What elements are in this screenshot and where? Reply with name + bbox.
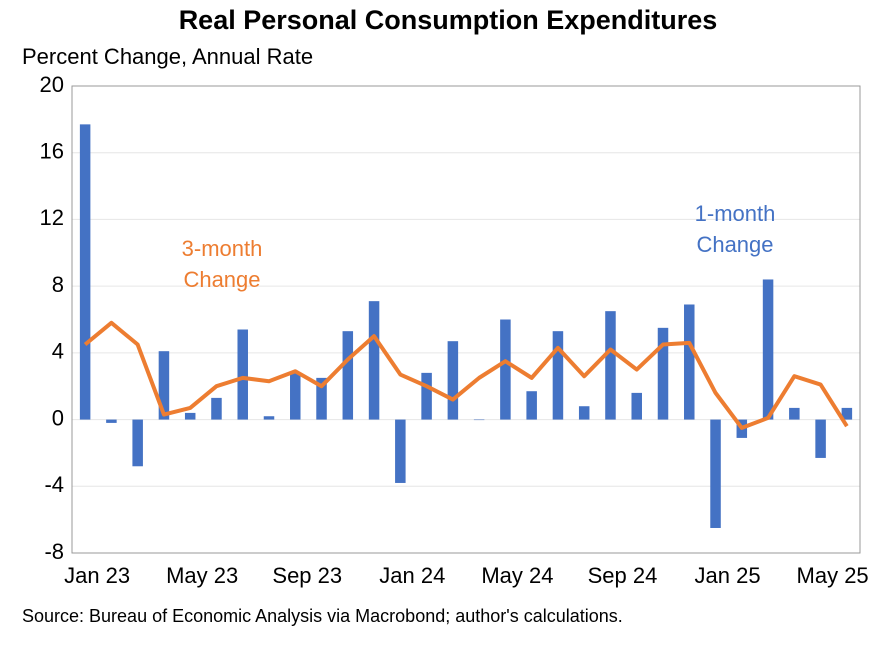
bar xyxy=(526,391,537,420)
bar xyxy=(841,407,853,420)
bar xyxy=(106,419,117,423)
bar xyxy=(237,329,248,420)
bar xyxy=(500,319,511,420)
y-tick-label: 20 xyxy=(40,72,64,97)
y-tick-label: 0 xyxy=(52,405,64,430)
x-tick-label: Sep 24 xyxy=(588,563,658,588)
x-tick-label: Sep 23 xyxy=(272,563,342,588)
bar xyxy=(684,304,695,420)
annotation: Change xyxy=(183,267,260,292)
plot-frame xyxy=(71,85,861,554)
y-axis-label: Percent Change, Annual Rate xyxy=(22,44,313,69)
bar xyxy=(473,419,485,421)
chart-title: Real Personal Consumption Expenditures xyxy=(179,5,718,35)
y-tick-label: 12 xyxy=(40,205,64,230)
bar xyxy=(762,279,774,420)
bar xyxy=(79,124,91,420)
y-tick-label: -4 xyxy=(44,472,64,497)
x-tick-label: May 24 xyxy=(481,563,553,588)
bar xyxy=(395,419,406,483)
bar xyxy=(631,392,642,420)
x-tick-label: May 25 xyxy=(797,563,869,588)
bar xyxy=(342,331,354,420)
bar xyxy=(211,397,222,420)
line xyxy=(83,320,849,430)
bar xyxy=(710,419,721,528)
y-tick-label: 8 xyxy=(52,272,64,297)
annotation: 3-month xyxy=(182,236,263,261)
bar xyxy=(368,301,380,420)
y-tick-label: 16 xyxy=(40,139,64,164)
y-tick-label: 4 xyxy=(52,339,64,364)
bar xyxy=(184,412,196,420)
bar xyxy=(132,419,143,467)
bar xyxy=(605,311,616,420)
bar xyxy=(815,419,826,458)
y-tick-label: -8 xyxy=(44,539,64,564)
bar xyxy=(447,341,459,420)
bar xyxy=(263,416,275,420)
bar xyxy=(316,377,327,420)
bar xyxy=(578,406,590,420)
bar xyxy=(789,407,800,420)
bar xyxy=(421,372,432,420)
bar xyxy=(657,327,669,420)
bar xyxy=(158,351,170,420)
source-note: Source: Bureau of Economic Analysis via … xyxy=(22,606,623,626)
x-tick-label: Jan 25 xyxy=(695,563,761,588)
bar xyxy=(290,372,301,420)
x-tick-label: May 23 xyxy=(166,563,238,588)
x-tick-label: Jan 23 xyxy=(64,563,130,588)
bar xyxy=(552,331,564,420)
annotation: 1-month xyxy=(695,201,776,226)
x-tick-label: Jan 24 xyxy=(379,563,445,588)
annotation: Change xyxy=(696,232,773,257)
